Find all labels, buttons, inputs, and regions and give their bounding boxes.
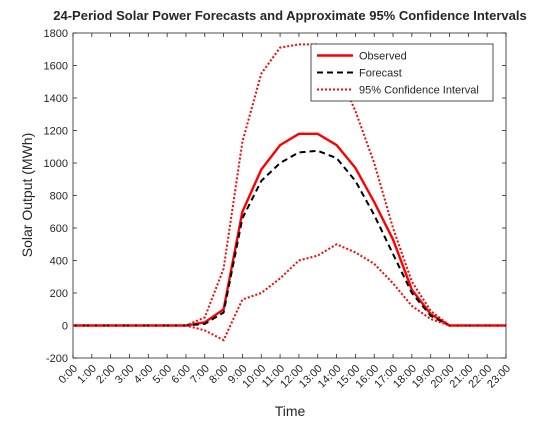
- y-tick-label: 800: [50, 191, 68, 203]
- y-tick-label: 0: [62, 321, 68, 333]
- x-tick-label: 8:00: [207, 363, 231, 387]
- y-axis-label: Solar Output (MWh): [19, 133, 35, 257]
- x-tick-label: 7:00: [188, 363, 212, 387]
- x-tick-label: 6:00: [169, 363, 193, 387]
- y-tick-label: 1200: [44, 126, 68, 138]
- legend: Observed Forecast 95% Confidence Interval: [310, 43, 494, 102]
- y-tick-label: -200: [46, 353, 68, 365]
- series-line-95-confidence-interval-lower: [73, 243, 506, 342]
- y-tick-label: 600: [50, 223, 68, 235]
- legend-label: Forecast: [359, 68, 402, 80]
- y-tick-label: 1800: [44, 28, 68, 40]
- y-tick-label: 1400: [44, 93, 68, 105]
- x-tick-label: 0:00: [56, 363, 80, 387]
- x-tick-label: 1:00: [75, 363, 99, 387]
- x-tick-label: 4:00: [132, 363, 156, 387]
- legend-label: 95% Confidence Interval: [359, 85, 479, 97]
- x-tick-label: 2:00: [94, 363, 118, 387]
- y-tick-label: 1000: [44, 158, 68, 170]
- y-tick-label: 200: [50, 288, 68, 300]
- chart-title: 24-Period Solar Power Forecasts and Appr…: [53, 8, 526, 23]
- y-tick-label: 1600: [44, 61, 68, 73]
- y-tick-label: 400: [50, 256, 68, 268]
- x-tick-label: 3:00: [113, 363, 137, 387]
- x-axis-label: Time: [275, 403, 306, 419]
- x-tick-label: 5:00: [151, 363, 175, 387]
- legend-label: Observed: [359, 51, 407, 63]
